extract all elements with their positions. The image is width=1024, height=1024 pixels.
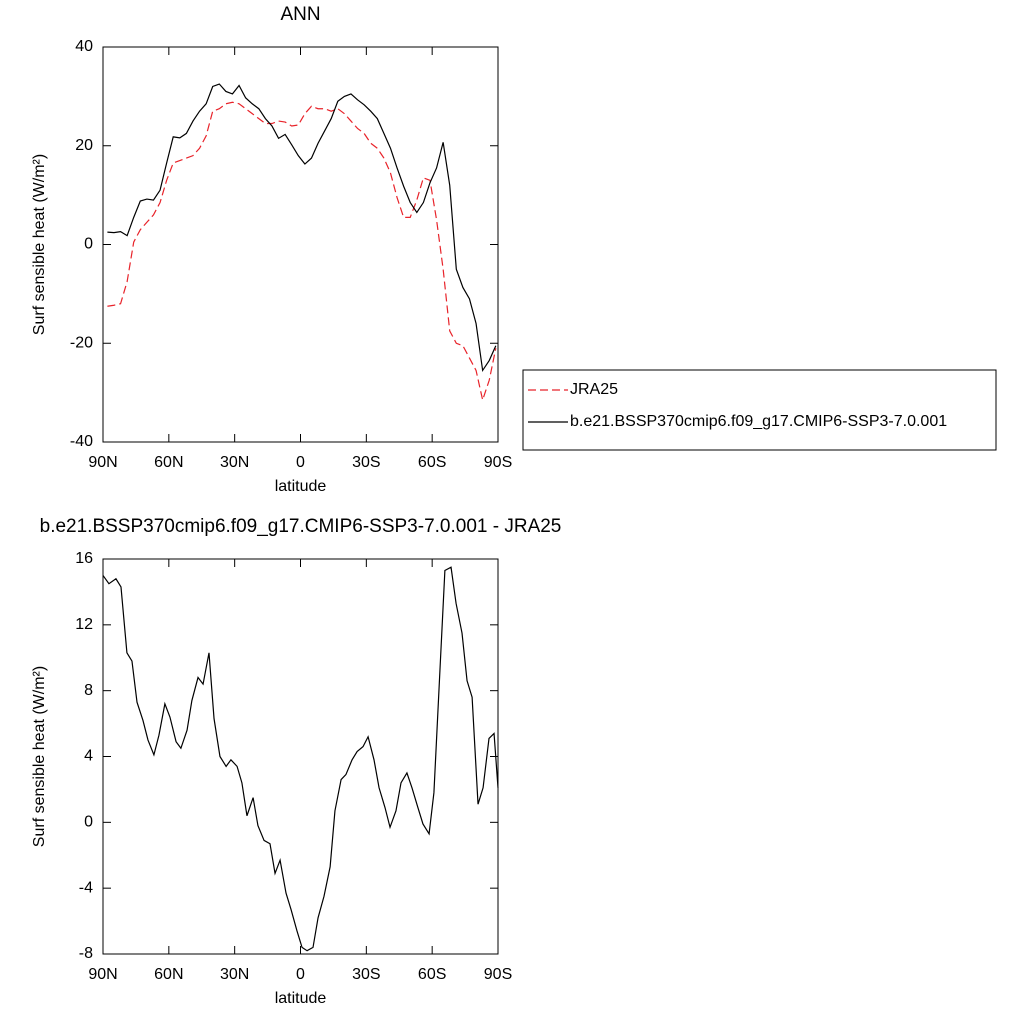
y-tick-label: 0 <box>84 814 93 831</box>
x-tick-label: 60N <box>154 454 183 471</box>
x-tick-label: 0 <box>296 966 305 983</box>
y-axis-label: Surf sensible heat (W/m²) <box>31 154 48 335</box>
x-tick-label: 30S <box>352 454 380 471</box>
y-tick-label: -8 <box>79 945 93 962</box>
y-tick-label: 12 <box>75 616 93 633</box>
x-tick-label: 90N <box>88 966 117 983</box>
plot-frame <box>102 558 499 955</box>
legend-label: JRA25 <box>570 381 618 398</box>
x-axis-label: latitude <box>275 478 327 495</box>
y-axis-label: Surf sensible heat (W/m²) <box>31 666 48 847</box>
x-tick-label: 60S <box>418 454 446 471</box>
y-tick-label: 0 <box>84 236 93 253</box>
x-tick-label: 0 <box>296 454 305 471</box>
legend-box <box>522 369 997 451</box>
x-tick-label: 90N <box>88 454 117 471</box>
x-tick-label: 60S <box>418 966 446 983</box>
data-line <box>102 566 499 952</box>
x-tick-label: 90S <box>484 966 512 983</box>
x-axis-label: latitude <box>275 990 327 1007</box>
x-tick-label: 30N <box>220 454 249 471</box>
data-line <box>107 101 497 403</box>
y-tick-label: 4 <box>84 748 93 765</box>
y-tick-label: -20 <box>70 334 93 351</box>
chart-title: b.e21.BSSP370cmip6.f09_g17.CMIP6-SSP3-7.… <box>40 516 562 537</box>
x-tick-label: 60N <box>154 966 183 983</box>
x-tick-label: 30N <box>220 966 249 983</box>
x-tick-label: 90S <box>484 454 512 471</box>
legend-label: b.e21.BSSP370cmip6.f09_g17.CMIP6-SSP3-7.… <box>570 413 947 430</box>
chart-title: ANN <box>280 4 320 25</box>
y-tick-label: -4 <box>79 879 93 896</box>
y-tick-label: 20 <box>75 137 93 154</box>
y-tick-label: -40 <box>70 433 93 450</box>
y-tick-label: 8 <box>84 682 93 699</box>
x-tick-label: 30S <box>352 966 380 983</box>
plot-frame <box>102 46 499 443</box>
y-tick-label: 40 <box>75 38 93 55</box>
y-tick-label: 16 <box>75 550 93 567</box>
data-line <box>107 83 497 373</box>
